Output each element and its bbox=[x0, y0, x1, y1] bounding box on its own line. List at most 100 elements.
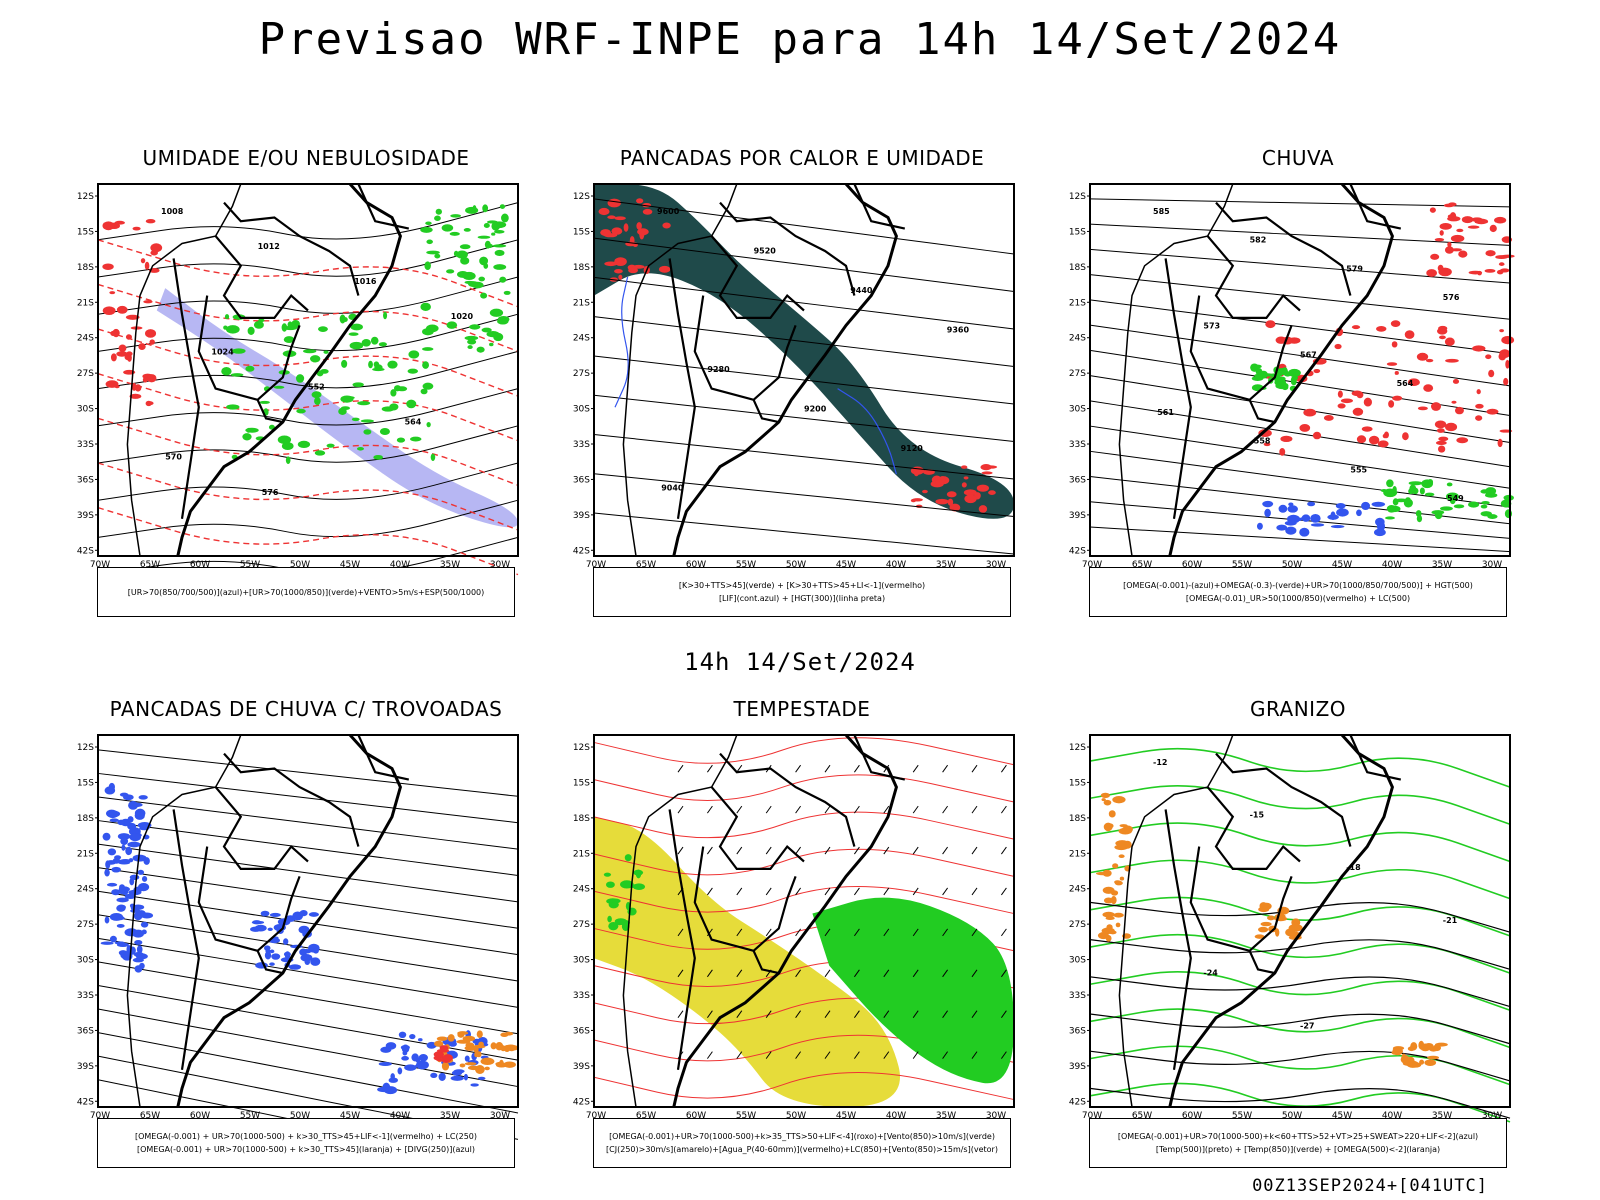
strong-wind-region bbox=[812, 897, 1014, 1084]
strong-wind-area bbox=[606, 881, 615, 888]
rain-area bbox=[1312, 431, 1322, 440]
height-contour bbox=[593, 316, 1015, 368]
divergence-area bbox=[136, 945, 143, 954]
strong-instability-area bbox=[988, 490, 996, 495]
lat-label: 33S bbox=[1069, 991, 1086, 1001]
low-humidity-area bbox=[426, 422, 431, 428]
lon-label: 55W bbox=[1232, 1111, 1252, 1121]
red-contour-area bbox=[138, 343, 146, 350]
low-humidity-area bbox=[464, 335, 479, 341]
omega-area bbox=[1284, 520, 1297, 526]
omega-area bbox=[1301, 515, 1310, 521]
lon-label: 35W bbox=[440, 560, 460, 570]
low-humidity-area bbox=[489, 308, 504, 317]
streamline bbox=[97, 890, 519, 956]
low-humidity-area bbox=[374, 364, 383, 371]
divergence-area bbox=[300, 949, 312, 954]
red-contour-area bbox=[131, 382, 137, 391]
strong-omega-area bbox=[1385, 516, 1395, 520]
rain-area bbox=[1484, 268, 1496, 273]
low-humidity-area bbox=[357, 401, 371, 406]
rain-area bbox=[1299, 423, 1311, 432]
low-humidity-area bbox=[360, 419, 374, 423]
lat-label: 33S bbox=[573, 440, 590, 450]
divergence-area bbox=[117, 904, 126, 910]
lifted-index-contour bbox=[837, 388, 897, 475]
contour-label: 576 bbox=[262, 488, 279, 497]
low-humidity-area bbox=[434, 215, 441, 221]
omega-area bbox=[1361, 501, 1371, 511]
rain-area bbox=[1263, 442, 1271, 447]
wind-vector bbox=[824, 969, 831, 978]
lon-label: 70W bbox=[1082, 560, 1102, 570]
strong-wind-area bbox=[611, 898, 621, 904]
rain-area bbox=[1445, 358, 1459, 363]
country-border bbox=[668, 258, 696, 519]
lon-label: 35W bbox=[1432, 560, 1452, 570]
lat-label: 21S bbox=[573, 298, 590, 308]
omega-area bbox=[1267, 915, 1275, 921]
rain-area bbox=[1303, 408, 1317, 417]
divergence-area bbox=[127, 816, 134, 823]
lat-label: 27S bbox=[573, 920, 590, 930]
legend-line: [LIF](cont.azul) + [HGT(300)](linha pret… bbox=[718, 594, 886, 603]
red-contour-area bbox=[116, 305, 128, 314]
contour-label: 1016 bbox=[354, 277, 377, 286]
wind-vector bbox=[795, 846, 802, 855]
omega-area bbox=[1101, 798, 1106, 802]
rain-area bbox=[1438, 325, 1448, 331]
low-humidity-area bbox=[323, 350, 329, 354]
divergence-area bbox=[378, 1061, 392, 1066]
rain-area bbox=[1407, 378, 1420, 387]
lat-label: 39S bbox=[77, 1062, 94, 1072]
low-humidity-area bbox=[247, 326, 255, 336]
omega-area bbox=[1419, 1059, 1425, 1065]
divergence-area bbox=[137, 869, 145, 875]
streamline bbox=[97, 796, 519, 850]
lon-label: 35W bbox=[936, 1111, 956, 1121]
low-humidity-area bbox=[467, 339, 477, 345]
panel-humidity: UMIDADE E/OU NEBULOSIDADE 1008 1012 1016 10… bbox=[66, 146, 546, 626]
low-humidity-area bbox=[462, 271, 476, 281]
divergence-area bbox=[134, 811, 145, 820]
wind-vector bbox=[942, 969, 949, 978]
rain-area bbox=[1472, 345, 1486, 352]
wind-vector bbox=[706, 1010, 713, 1019]
temperature-500-contour bbox=[1089, 901, 1511, 933]
country-border bbox=[752, 399, 780, 424]
legend-line: [OMEGA(-0.001)-(azul)+OMEGA(-0.3)-(verde… bbox=[1123, 581, 1473, 590]
wind-vector bbox=[765, 1051, 772, 1059]
wind-vector bbox=[912, 805, 919, 814]
lat-label: 33S bbox=[573, 991, 590, 1001]
strong-omega-area bbox=[1468, 501, 1480, 508]
lat-label: 33S bbox=[1069, 440, 1086, 450]
rain-area bbox=[1351, 390, 1363, 397]
rain-area bbox=[1456, 228, 1464, 233]
divergence-area bbox=[464, 1055, 470, 1062]
temperature-850-contour bbox=[1089, 859, 1511, 900]
map-frame bbox=[593, 734, 1015, 1108]
rain-area bbox=[1352, 407, 1364, 416]
contour-label: 9440 bbox=[850, 286, 873, 295]
divergence-area bbox=[134, 940, 143, 945]
strong-instability-area bbox=[922, 489, 928, 494]
omega-area bbox=[1262, 905, 1268, 911]
low-humidity-area bbox=[285, 456, 291, 464]
divergence-area bbox=[132, 929, 145, 938]
strong-omega-area bbox=[1405, 497, 1411, 501]
lon-label: 60W bbox=[686, 1111, 706, 1121]
red-contour-area bbox=[145, 400, 152, 407]
omega-area bbox=[1101, 927, 1115, 935]
low-humidity-area bbox=[426, 239, 433, 245]
divergence-area bbox=[308, 912, 320, 917]
lon-label: 35W bbox=[936, 560, 956, 570]
strong-omega-area bbox=[1446, 482, 1453, 487]
rain-area bbox=[1337, 403, 1346, 409]
low-humidity-area bbox=[378, 342, 387, 347]
wind-vector bbox=[1000, 1010, 1007, 1019]
divergence-area bbox=[430, 1072, 438, 1078]
red-contour-area bbox=[142, 377, 148, 383]
strong-instability-area bbox=[981, 471, 993, 475]
divergence-area bbox=[283, 951, 291, 957]
divergence-area bbox=[288, 964, 302, 970]
